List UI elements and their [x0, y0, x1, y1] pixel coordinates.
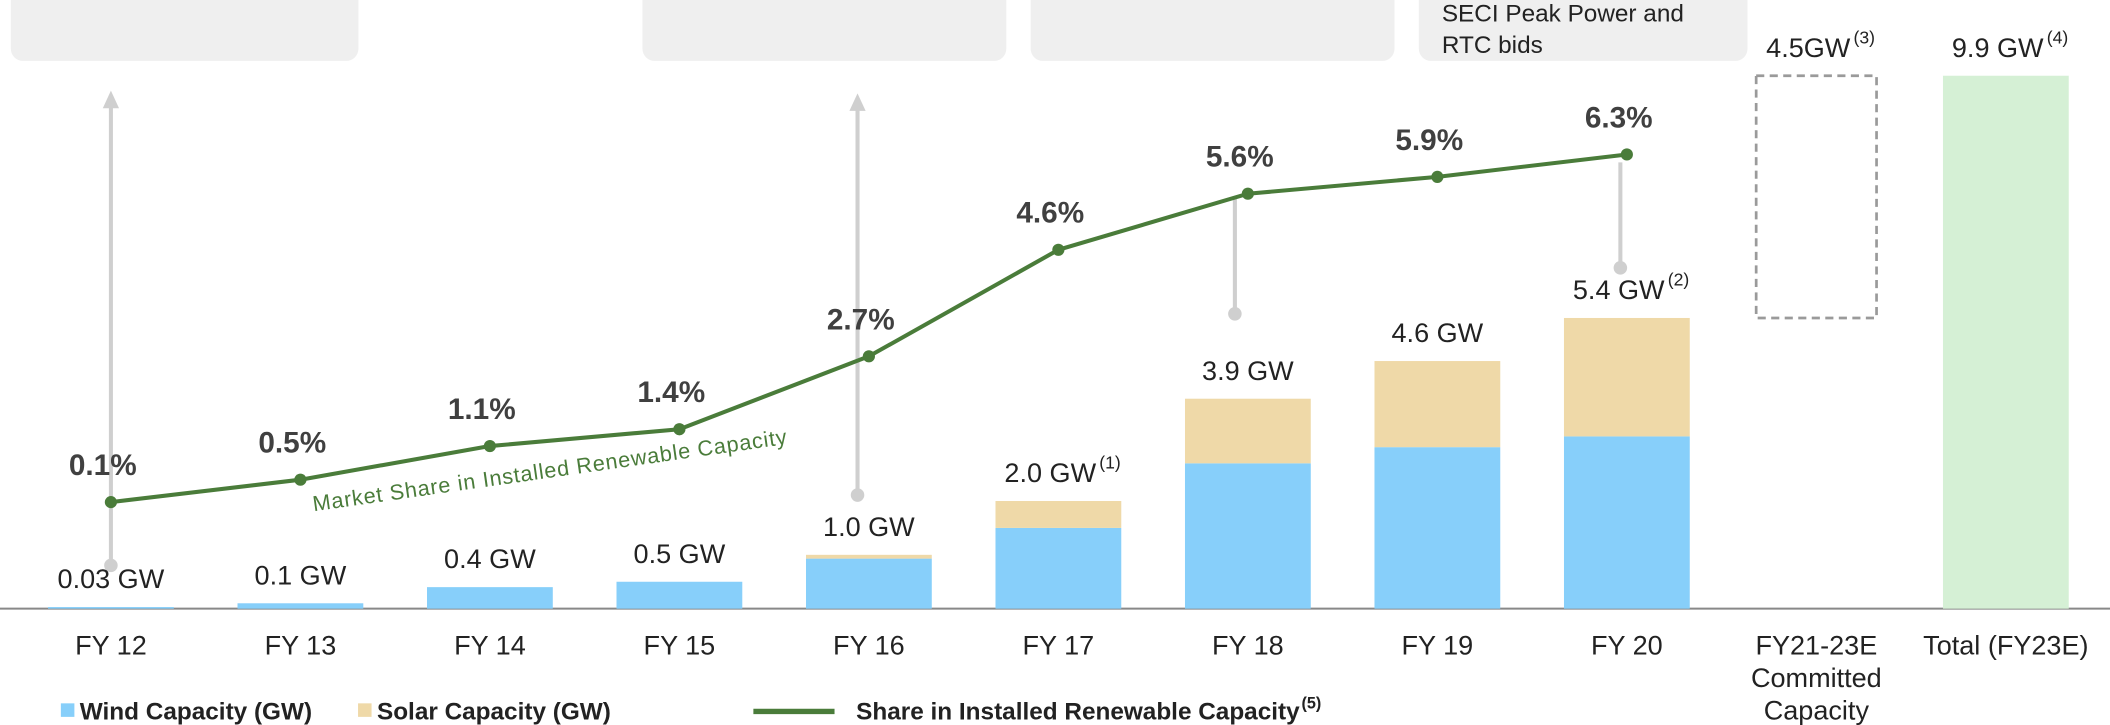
x-tick-label: FY 19 [1402, 631, 1474, 661]
stack-label: 9.9 GW [1952, 33, 2044, 63]
x-tick-label: FY 16 [833, 631, 905, 661]
share-label: 6.3% [1585, 101, 1653, 134]
share-point [294, 473, 307, 486]
arrow-dot [104, 558, 118, 573]
legend-swatch [358, 703, 372, 717]
arrow-dot [850, 488, 865, 502]
bar-segment [1563, 436, 1690, 609]
stack-label: 4.5GW [1766, 33, 1851, 63]
share-label: 5.6% [1206, 141, 1274, 174]
stack-label: 0.5 GW [634, 539, 726, 569]
x-tick-label: FY 12 [75, 631, 147, 661]
footnote-mark: (4) [2047, 27, 2068, 47]
legend-label: Share in Installed Renewable Capacity [856, 699, 1300, 725]
header-text: SECI Peak Power and [1442, 1, 1684, 28]
arrow-head [849, 93, 866, 111]
arrow-dot [1228, 307, 1242, 321]
footnote-mark: (5) [1301, 695, 1321, 713]
bar-segment [427, 587, 553, 609]
bar-segment [995, 527, 1122, 609]
x-tick-label: FY 20 [1591, 631, 1663, 661]
bar-segment [1374, 361, 1501, 448]
arrow-dot [1613, 261, 1628, 275]
bar-segment [1184, 398, 1311, 464]
bar-segment [805, 558, 932, 609]
line-annotation: Market Share in Installed Renewable Capa… [311, 424, 789, 516]
x-tick-label: FY 17 [1023, 631, 1095, 661]
x-tick-label: FY 14 [454, 631, 526, 661]
header-box [642, 0, 1007, 61]
footnote-mark: (1) [1099, 453, 1120, 473]
x-tick-label: FY 13 [265, 631, 337, 661]
bar-segment [1184, 463, 1311, 609]
bar-segment [1374, 447, 1501, 609]
bar-segment [1563, 317, 1690, 437]
total-bar [1942, 75, 2069, 609]
header-box [10, 0, 359, 61]
share-point [1052, 243, 1065, 256]
arrows [102, 90, 1628, 573]
stack-label: 0.4 GW [444, 544, 536, 574]
stack-label: 5.4 GW [1573, 275, 1665, 305]
share-label: 1.1% [448, 393, 516, 426]
bar-segment [48, 607, 174, 609]
header-text: RTC bids [1442, 32, 1543, 59]
x-tick-label: FY 15 [644, 631, 716, 661]
bar-segment [805, 554, 932, 559]
committed-bar [1754, 74, 1878, 320]
legend-swatch [60, 703, 75, 717]
top-boxes: SECI Peak Power and RTC bids [10, 0, 1748, 61]
footnote-mark: (2) [1668, 270, 1689, 290]
stack-label: 1.0 GW [823, 512, 915, 542]
x-tick-label: FY 18 [1212, 631, 1284, 661]
x-tick-label: Total (FY23E) [1923, 631, 2088, 661]
stack-label: 2.0 GW [1004, 458, 1096, 488]
header-box [1030, 0, 1395, 61]
share-label: 2.7% [827, 303, 895, 336]
footnote-mark: (3) [1853, 27, 1874, 47]
stack-label: 4.6 GW [1392, 318, 1484, 348]
stack-label: 3.9 GW [1202, 356, 1294, 386]
share-label: 4.6% [1016, 197, 1084, 230]
bar-segment [616, 581, 743, 609]
bar-segment [995, 501, 1122, 528]
bar-segment [237, 603, 364, 609]
share-point [1431, 170, 1444, 183]
share-point [1241, 187, 1254, 200]
share-point [1620, 148, 1633, 161]
share-label: 1.4% [637, 376, 705, 409]
share-label: 0.1% [69, 449, 137, 482]
x-tick-label: FY21-23E Committed Capacity [1751, 631, 1882, 725]
share-point [862, 350, 875, 363]
header-box [1418, 0, 1748, 61]
stack-label: 0.03 GW [58, 564, 165, 594]
share-label: 0.5% [258, 427, 326, 460]
legend-label: Wind Capacity (GW) [80, 699, 312, 725]
share-label: 5.9% [1395, 124, 1463, 157]
share-point [104, 496, 117, 509]
stack-label: 0.1 GW [255, 560, 347, 590]
share-point [673, 423, 686, 436]
legend-label: Solar Capacity (GW) [377, 699, 611, 725]
share-point [483, 439, 496, 453]
arrow-head [102, 90, 120, 109]
